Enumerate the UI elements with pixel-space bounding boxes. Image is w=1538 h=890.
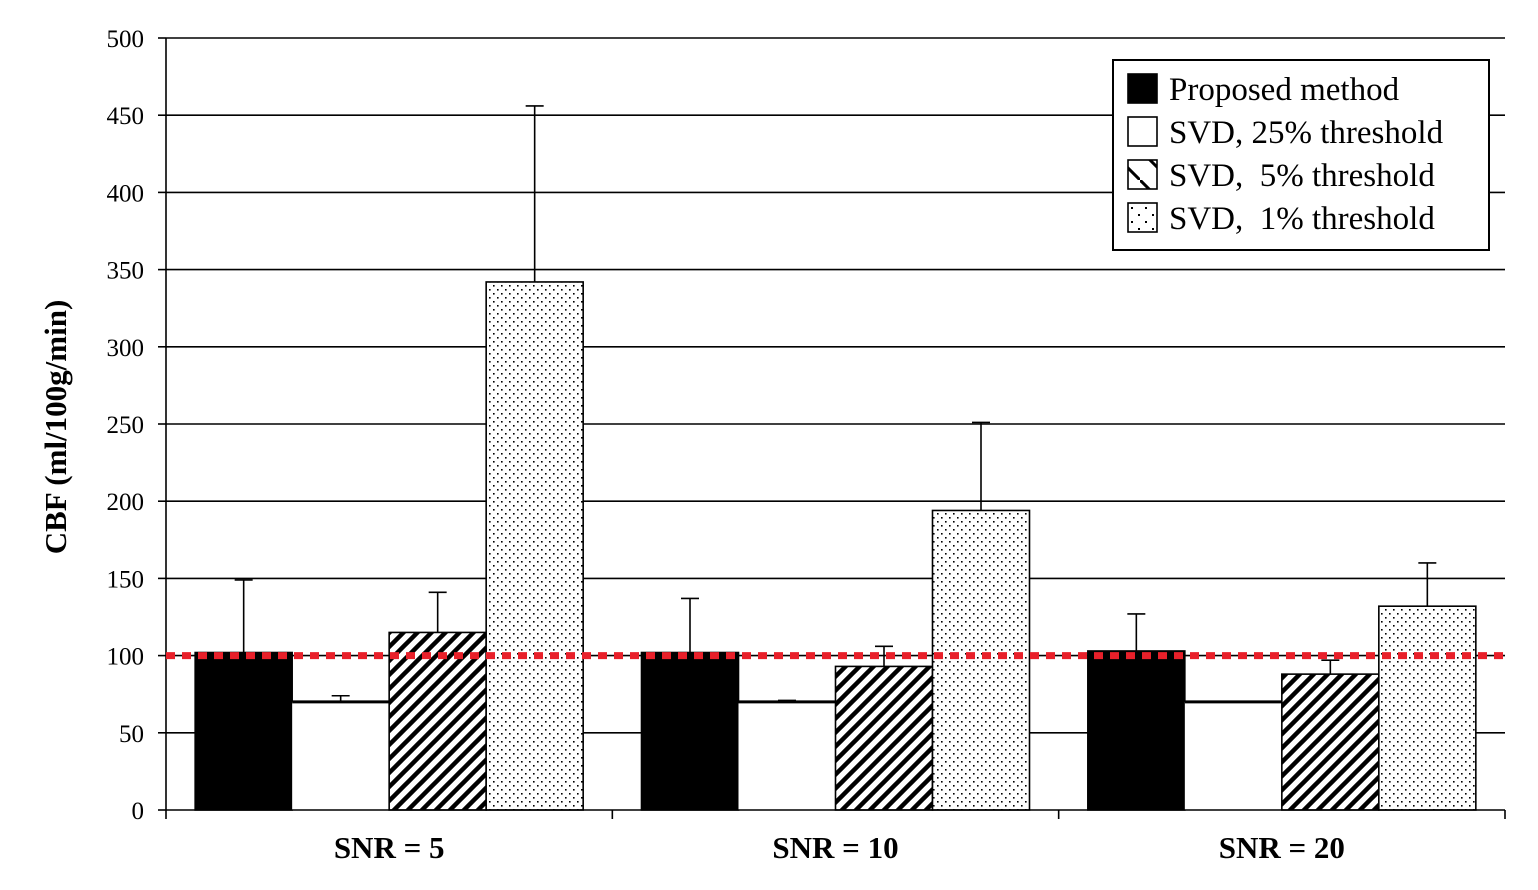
y-tick-label: 400 [107,180,145,207]
y-tick-label: 350 [107,258,145,285]
y-tick-label: 200 [107,489,145,516]
legend-swatch [1127,202,1158,233]
legend-label: SVD, 1% threshold [1169,201,1435,237]
error-bars [234,105,1437,702]
bar [1281,673,1380,811]
bar [194,651,293,811]
y-tick-label: 0 [132,798,145,825]
x-category-label: SNR = 20 [1219,830,1345,865]
legend-frame [1112,59,1490,251]
x-category-label: SNR = 10 [772,830,898,865]
y-tick-label: 100 [107,644,145,671]
x-category-label: SNR = 5 [334,830,445,865]
legend-swatch [1127,159,1158,190]
bars [194,281,1477,811]
legend-label: SVD, 25% threshold [1169,115,1444,151]
bar [834,665,934,811]
legend-label: Proposed method [1169,72,1400,108]
y-tick-label: 50 [119,721,144,748]
bar [1184,701,1282,810]
legend-swatch [1127,73,1158,104]
bar [388,631,487,811]
y-tick-label: 150 [107,566,145,593]
y-axis-ticks: 0 50 100 150 200 250 300 350 400 450 500 [107,26,167,825]
bar [292,701,390,810]
bar [738,701,836,810]
bar [931,509,1031,811]
bar [1087,650,1186,811]
x-axis [165,809,1506,819]
y-tick-label: 500 [107,26,145,53]
y-tick-label: 300 [107,335,145,362]
bar [1378,605,1477,811]
bar [640,651,740,811]
legend-swatch [1127,116,1158,147]
y-tick-label: 250 [107,412,145,439]
bar [485,281,584,811]
legend: Proposed method SVD, 25% threshold SVD, 5%… [1112,59,1490,251]
y-tick-label: 450 [107,103,145,130]
y-axis-label: CBF (ml/100g/min) [38,300,73,555]
legend-label: SVD, 5% threshold [1169,158,1435,194]
x-axis-categories: SNR = 5 SNR = 10 SNR = 20 [334,830,1345,865]
